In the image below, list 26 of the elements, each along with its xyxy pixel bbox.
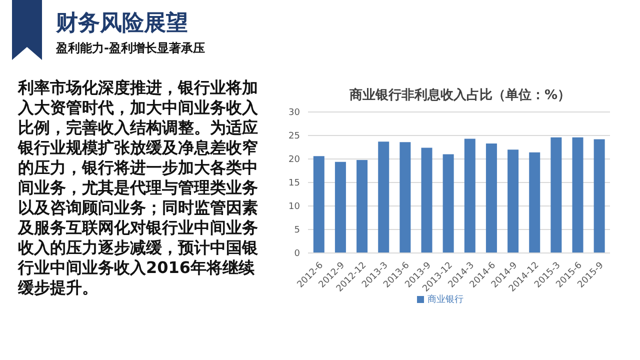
bar [334,162,346,253]
y-tick-label: 15 [288,178,300,189]
bar [529,152,540,253]
legend-label: 商业银行 [428,295,464,305]
y-tick-label: 5 [294,226,300,236]
chart-title: 商业银行非利息收入占比（单位：%） [348,86,572,104]
y-tick-label: 20 [288,155,300,166]
bar [421,148,432,253]
text: 财务风险展望 [56,10,188,38]
text: 利率市场化深度推进，银行业将加入大资管时代，加大中间业务收入比例，完善收入结构调整。为适应银行业规模扩张放缓及净息差收窄的压力，银行将进一步加大各类中间业务，尤其是代理与管理类业务以及咨询顾问业务；同时监管因素及服务互联网化对银行业中间业务收入的压力逐步减缓，预计中国银行业中间业务收入2016年将继续缓步提升。 [18,78,258,297]
bar [378,142,390,253]
y-tick-label: 10 [288,202,300,212]
bar [594,139,605,253]
bar [508,150,519,253]
bar [356,160,368,253]
bar [550,137,562,253]
bar [400,142,411,253]
bar [572,137,584,253]
y-tick-label: 0 [294,249,300,260]
y-tick-label: 30 [288,108,300,118]
bar [486,143,497,253]
bar [313,156,324,253]
y-tick-label: 25 [288,132,300,142]
bar [464,138,476,253]
bar [442,154,454,253]
text: 盈利能力-盈利增长显著承压 [56,40,205,57]
